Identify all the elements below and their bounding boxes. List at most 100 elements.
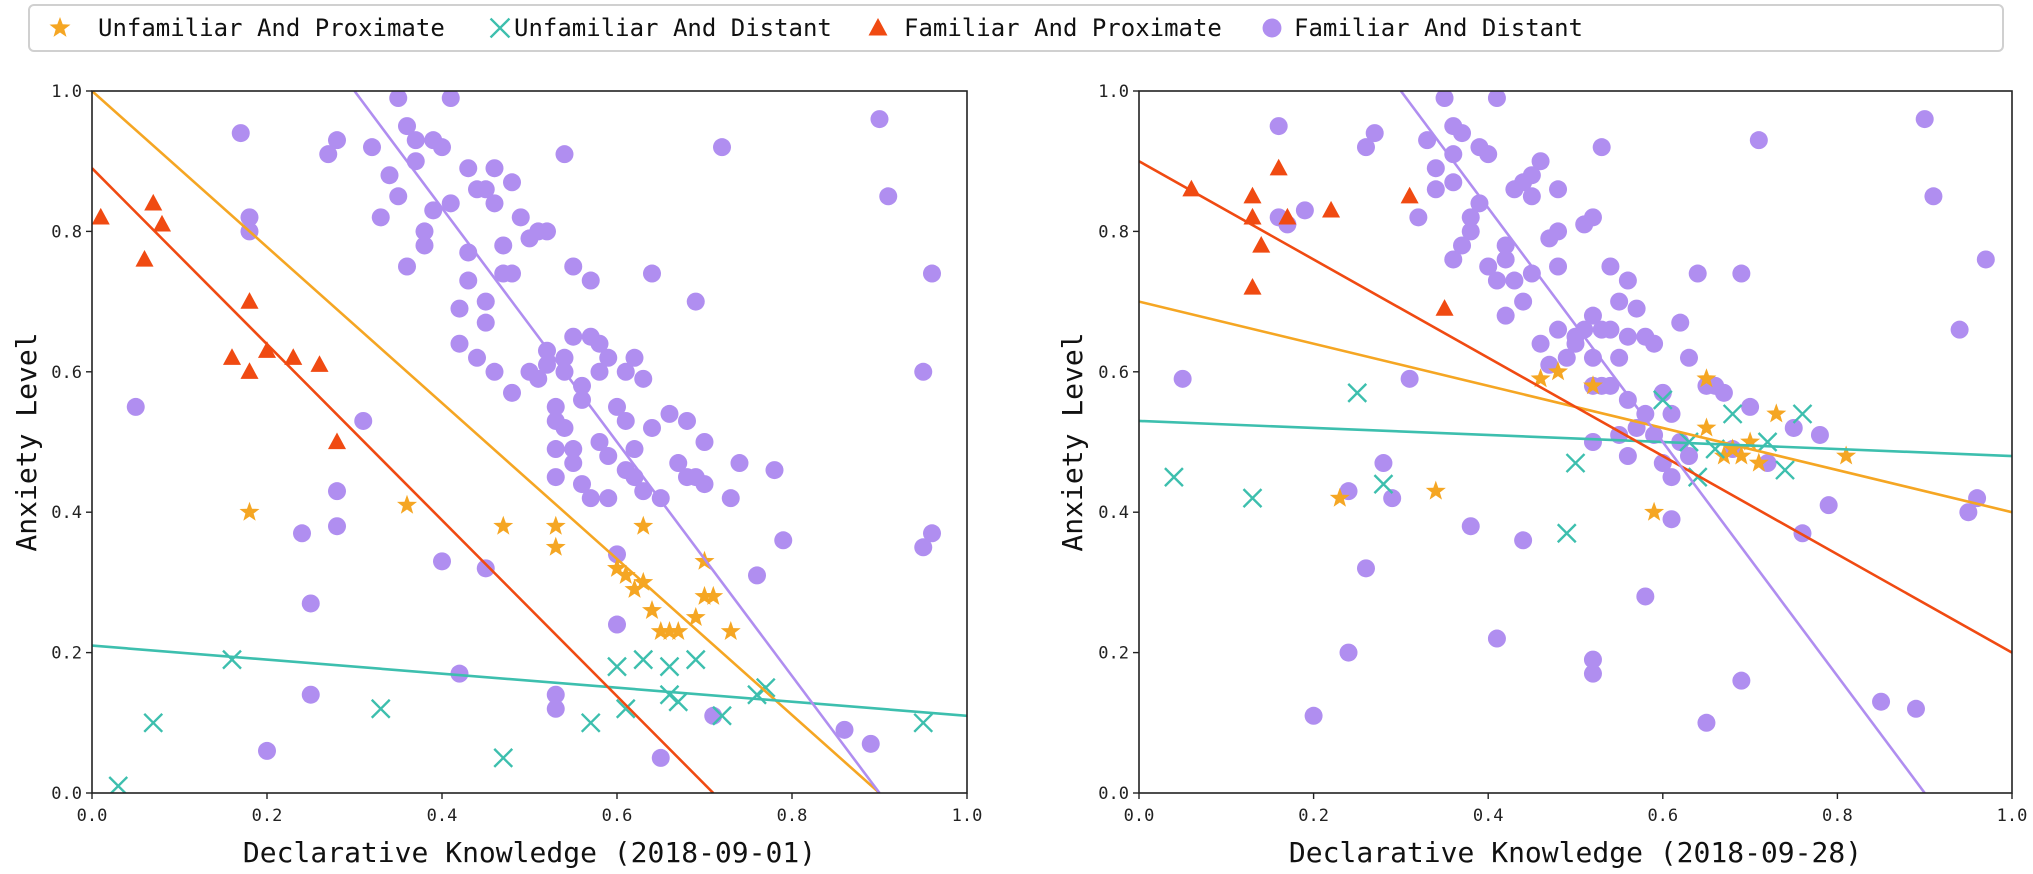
data-point (1644, 501, 1665, 521)
data-point (573, 475, 591, 494)
data-point (615, 698, 636, 719)
y-tick-label: 0.8 (51, 222, 82, 242)
legend-entry-unfamiliar-and-distant: Unfamiliar And Distant (489, 14, 832, 42)
legend-marker-familiar-and-proximate (868, 18, 888, 36)
y-tick-label: 0.2 (51, 644, 82, 664)
data-point (1583, 208, 1602, 227)
y-tick-label: 0.0 (51, 784, 82, 804)
plot-area (92, 91, 967, 793)
y-tick-label: 0.4 (1098, 503, 1129, 523)
data-point (398, 257, 416, 276)
data-point (721, 489, 740, 508)
data-point (1549, 222, 1568, 241)
data-point (1426, 159, 1445, 178)
data-point (240, 292, 259, 309)
axes-frame (1138, 90, 2013, 794)
data-point (493, 515, 514, 535)
data-point (564, 440, 583, 459)
data-point (1329, 487, 1350, 507)
data-point (327, 432, 347, 450)
data-point (1836, 445, 1857, 465)
data-point (1618, 327, 1637, 346)
legend-marker-unfamiliar-and-proximate (49, 17, 71, 37)
data-point (607, 557, 627, 577)
data-point (231, 124, 250, 143)
data-point (545, 536, 566, 556)
data-point (1549, 257, 1568, 276)
data-point (1435, 299, 1454, 316)
data-point (1645, 334, 1664, 353)
data-point (126, 397, 145, 416)
trend-line-familiar-and-proximate (92, 167, 715, 793)
data-point (923, 524, 941, 543)
data-point (1740, 431, 1761, 451)
data-point (914, 538, 933, 557)
data-point (1976, 250, 1995, 269)
data-point (685, 649, 706, 670)
y-axis-label: Anxiety Level (10, 332, 43, 551)
data-point (835, 720, 854, 739)
data-point (144, 193, 163, 211)
series-unfamiliar-and-distant (108, 649, 934, 793)
data-point (607, 656, 627, 677)
y-axis-label: Anxiety Level (1056, 332, 1089, 551)
data-point (406, 131, 425, 150)
data-point (1496, 306, 1515, 325)
x-tick-label: 1.0 (952, 806, 983, 826)
data-point (1487, 91, 1506, 108)
x-axis-label: Declarative Knowledge (2018-09-01) (243, 836, 816, 869)
data-point (476, 559, 495, 578)
data-point (555, 348, 574, 367)
legend-label-unfamiliar-and-proximate: Unfamiliar And Proximate (98, 14, 445, 42)
data-point (634, 482, 653, 501)
data-point (1347, 383, 1368, 403)
data-point (503, 383, 521, 402)
trend-line-familiar-and-proximate (1139, 160, 2012, 654)
data-point (1425, 480, 1446, 500)
data-point (433, 552, 451, 571)
x-tick-label: 1.0 (1997, 806, 2028, 826)
data-point (1696, 417, 1717, 437)
data-point (328, 482, 346, 501)
data-point (1688, 264, 1707, 283)
series-familiar-and-proximate (92, 193, 347, 450)
data-point (1461, 517, 1480, 536)
legend-marker-unfamiliar-and-distant (489, 17, 511, 39)
data-point (1322, 200, 1341, 218)
data-point (503, 264, 521, 283)
trend-line-unfamiliar-and-proximate (92, 91, 881, 793)
data-point (1583, 650, 1602, 669)
data-point (370, 698, 391, 719)
data-point (608, 545, 626, 564)
data-point (1601, 257, 1620, 276)
data-point (1383, 489, 1402, 508)
data-point (564, 257, 583, 276)
data-point (143, 712, 164, 733)
data-point (1295, 201, 1314, 220)
data-point (633, 515, 654, 535)
data-point (580, 712, 601, 733)
x-tick-label: 0.0 (77, 806, 108, 826)
data-point (546, 468, 565, 487)
data-point (1522, 187, 1541, 206)
x-axis-label: Declarative Knowledge (2018-09-28) (1289, 836, 1862, 869)
data-point (1627, 299, 1646, 318)
data-point (494, 236, 513, 255)
data-point (695, 433, 714, 451)
data-point (1173, 369, 1192, 388)
trend-line-unfamiliar-and-distant (1139, 419, 2012, 458)
data-point (1792, 404, 1813, 424)
series-familiar-and-distant (126, 91, 941, 767)
data-point (152, 214, 172, 232)
data-point (415, 236, 434, 255)
data-point (1645, 425, 1664, 444)
data-point (319, 145, 338, 164)
data-point (380, 166, 399, 185)
data-point (389, 187, 408, 206)
data-point (713, 138, 731, 157)
data-point (503, 173, 521, 192)
data-point (1731, 445, 1752, 465)
data-point (1662, 404, 1681, 423)
y-tick-label: 0.6 (51, 363, 82, 383)
data-point (642, 600, 662, 619)
